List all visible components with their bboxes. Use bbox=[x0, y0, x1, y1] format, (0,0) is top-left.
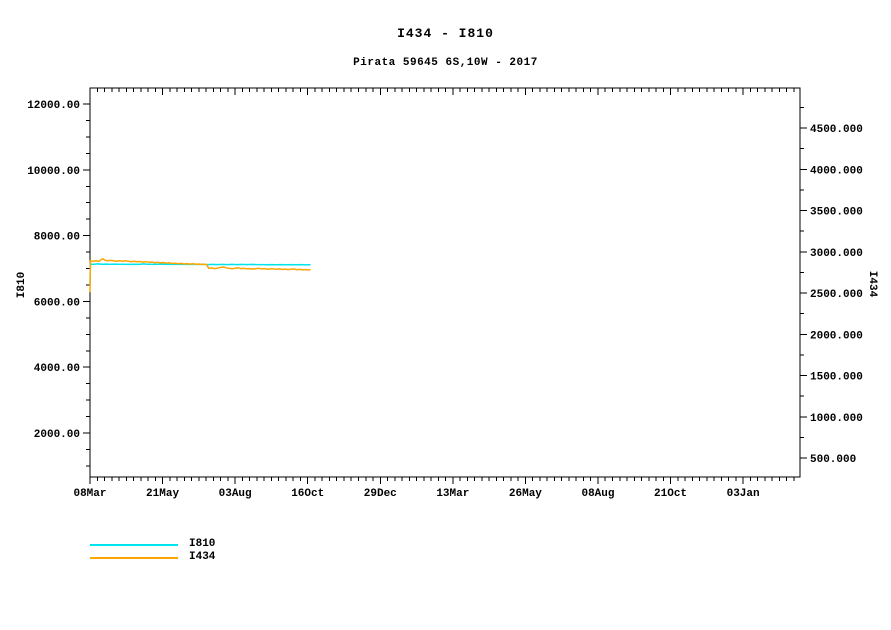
y-right-tick-label: 4500.000 bbox=[810, 124, 863, 136]
plot-frame bbox=[89, 87, 801, 478]
y-left-tick-label: 4000.00 bbox=[34, 363, 80, 375]
y-left-tick-label: 12000.00 bbox=[27, 100, 80, 112]
x-tick-label: 21May bbox=[146, 488, 179, 500]
chart-subtitle: Pirata 59645 6S,10W - 2017 bbox=[353, 57, 538, 69]
x-tick-label: 26May bbox=[509, 488, 542, 500]
x-tick-label: 13Mar bbox=[436, 488, 469, 500]
legend-label-i810: I810 bbox=[189, 538, 216, 550]
x-tick-label: 21Oct bbox=[654, 488, 687, 500]
legend-label-i434: I434 bbox=[189, 551, 216, 563]
y-right-tick-label: 2000.000 bbox=[810, 330, 863, 342]
y-axis-left: 2000.00 4000.00 6000.00 8000.00 10000.00 1200… bbox=[27, 100, 90, 467]
y-right-tick-label: 2500.000 bbox=[810, 289, 863, 301]
y-right-tick-label: 4000.000 bbox=[810, 165, 863, 177]
y-left-tick-label: 6000.00 bbox=[34, 297, 80, 309]
y-right-tick-label: 1000.000 bbox=[810, 413, 863, 425]
series-lines bbox=[89, 258, 311, 293]
y-axis-right: 500.000 1000.000 1500.000 2000.000 2500.000 3… bbox=[800, 106, 863, 466]
i810-line-swatch bbox=[90, 543, 178, 546]
y-left-tick-label: 10000.00 bbox=[27, 166, 80, 178]
x-axis: 08Mar 21May 03Aug 16Oct 29Dec 13Mar 26May 08Aug… bbox=[73, 88, 795, 500]
y-left-tick-label: 8000.00 bbox=[34, 232, 80, 244]
legend-item-i810: I810 bbox=[90, 538, 215, 551]
x-tick-label: 03Aug bbox=[219, 488, 252, 500]
y-left-tick-label: 2000.00 bbox=[34, 429, 80, 441]
x-tick-label: 16Oct bbox=[291, 488, 324, 500]
x-tick-label: 03Jan bbox=[727, 488, 760, 500]
y-right-tick-label: 3500.000 bbox=[810, 207, 863, 219]
i810-series-line bbox=[89, 263, 311, 286]
legend: I810 I434 bbox=[90, 538, 215, 564]
left-axis-title: I810 bbox=[16, 271, 28, 299]
right-axis-title: I434 bbox=[866, 270, 878, 298]
y-right-tick-label: 1500.000 bbox=[810, 372, 863, 384]
y-right-tick-label: 3000.000 bbox=[810, 248, 863, 260]
x-tick-label: 08Mar bbox=[73, 488, 106, 500]
chart-title: I434 - I810 bbox=[397, 26, 494, 41]
i434-series-line bbox=[89, 258, 311, 293]
x-tick-label: 08Aug bbox=[581, 488, 614, 500]
y-right-tick-label: 500.000 bbox=[810, 454, 856, 466]
i434-line-swatch bbox=[90, 556, 178, 559]
x-tick-label: 29Dec bbox=[364, 488, 397, 500]
legend-item-i434: I434 bbox=[90, 551, 215, 564]
